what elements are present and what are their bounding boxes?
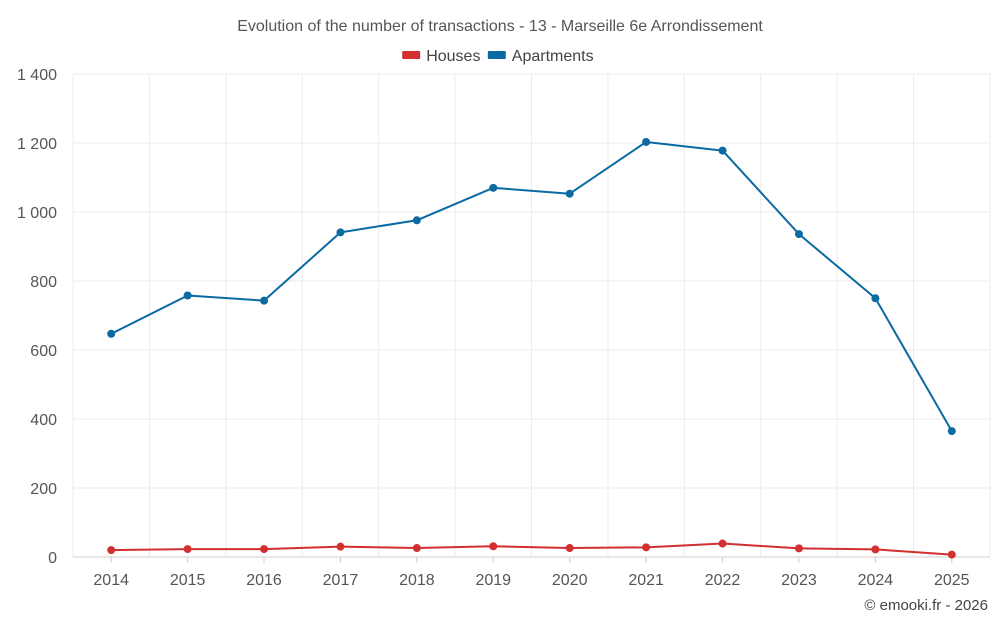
gridlines — [72, 73, 991, 558]
data-point-apartments[interactable] — [107, 329, 116, 338]
data-point-houses[interactable] — [107, 546, 116, 555]
y-tick-label: 1 200 — [17, 136, 57, 153]
series-line-apartments — [110, 140, 953, 432]
legend: Houses Apartments — [402, 48, 594, 65]
series-houses — [107, 539, 956, 559]
y-tick-label: 800 — [30, 274, 57, 291]
x-tick-label: 2022 — [705, 572, 741, 589]
data-point-houses[interactable] — [794, 544, 803, 553]
data-point-apartments[interactable] — [642, 137, 651, 146]
data-point-houses[interactable] — [183, 545, 192, 554]
y-axis: 0 200 400 600 800 1 000 1 200 1 400 — [17, 67, 57, 567]
data-point-apartments[interactable] — [260, 296, 269, 305]
credit-text: © emooki.fr - 2026 — [864, 597, 988, 614]
data-point-houses[interactable] — [947, 550, 956, 559]
x-tick-label: 2017 — [323, 572, 359, 589]
legend-swatch-houses — [402, 51, 421, 59]
data-point-apartments[interactable] — [871, 294, 880, 303]
x-tick-label: 2016 — [246, 572, 282, 589]
legend-label-apartments: Apartments — [512, 48, 594, 65]
legend-swatch-apartments — [487, 51, 506, 59]
legend-item-houses[interactable]: Houses — [402, 48, 480, 65]
legend-item-apartments[interactable]: Apartments — [487, 48, 594, 65]
x-axis: 2014 2015 2016 2017 2018 2019 2020 2021 2022 2023… — [73, 556, 990, 589]
y-tick-label: 0 — [48, 550, 57, 567]
data-point-apartments[interactable] — [183, 291, 192, 300]
data-point-houses[interactable] — [260, 545, 269, 554]
y-tick-label: 1 400 — [17, 67, 57, 84]
x-tick-label: 2023 — [781, 572, 817, 589]
data-point-apartments[interactable] — [336, 228, 345, 237]
data-point-houses[interactable] — [871, 545, 880, 554]
y-tick-label: 600 — [30, 343, 57, 360]
x-tick-label: 2014 — [93, 572, 129, 589]
data-point-apartments[interactable] — [565, 189, 574, 198]
chart-title: Evolution of the number of transactions … — [237, 18, 763, 35]
data-point-houses[interactable] — [336, 542, 345, 551]
x-tick-label: 2018 — [399, 572, 435, 589]
data-point-apartments[interactable] — [718, 146, 727, 155]
data-point-apartments[interactable] — [489, 183, 498, 192]
series-apartments — [107, 137, 956, 436]
data-point-houses[interactable] — [642, 543, 651, 552]
y-tick-label: 400 — [30, 412, 57, 429]
x-tick-label: 2015 — [170, 572, 206, 589]
data-point-houses[interactable] — [489, 542, 498, 551]
x-tick-label: 2024 — [858, 572, 894, 589]
data-point-apartments[interactable] — [947, 427, 956, 436]
x-tick-label: 2021 — [628, 572, 664, 589]
data-point-houses[interactable] — [565, 544, 574, 553]
x-tick-label: 2020 — [552, 572, 588, 589]
x-tick-label: 2025 — [934, 572, 970, 589]
x-tick-label: 2019 — [475, 572, 511, 589]
series-layer — [107, 137, 956, 559]
data-point-houses[interactable] — [718, 539, 727, 548]
series-line-houses — [111, 542, 952, 556]
data-point-houses[interactable] — [412, 544, 421, 553]
y-tick-label: 200 — [30, 481, 57, 498]
y-tick-label: 1 000 — [17, 205, 57, 222]
legend-label-houses: Houses — [426, 48, 480, 65]
data-point-apartments[interactable] — [412, 216, 421, 225]
data-point-apartments[interactable] — [794, 230, 803, 239]
